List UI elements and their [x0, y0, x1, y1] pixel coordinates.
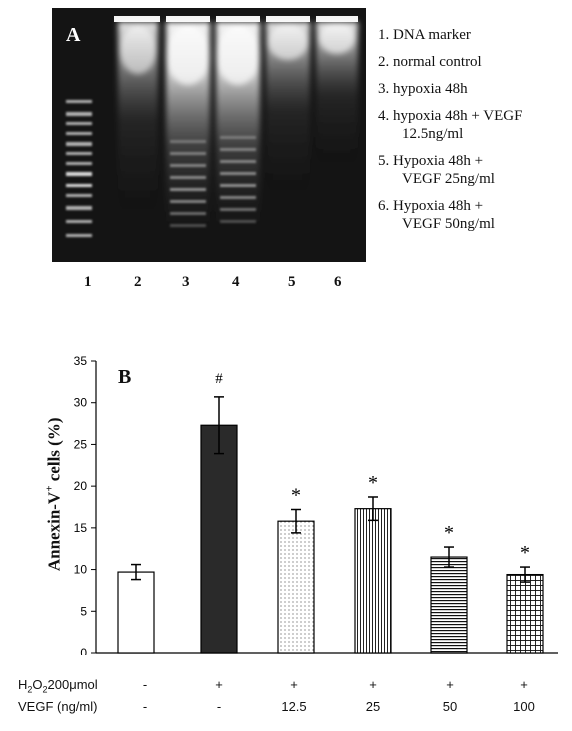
- significance-marker: *: [444, 522, 454, 544]
- legend-line: 3. hypoxia 48h: [378, 81, 468, 97]
- significance-marker: *: [368, 472, 378, 494]
- ladder-band: [220, 208, 256, 211]
- significance-marker: #: [215, 371, 223, 387]
- ladder-band: [170, 140, 206, 143]
- condition-value: -: [142, 699, 148, 714]
- marker-band: [66, 152, 92, 155]
- marker-band: [66, 172, 92, 176]
- gel-legend: 1. DNA marker 2. normal control 3. hypoxia…: [378, 26, 522, 242]
- bar-chart: 0 5 10 15 20 25 30 35 # * * * *: [74, 354, 558, 655]
- legend-line: 4. hypoxia 48h + VEGF: [378, 108, 523, 124]
- marker-band: [66, 112, 92, 116]
- lane-number: 4: [232, 274, 240, 290]
- y-tick-label: 10: [74, 563, 88, 577]
- condition-value: +: [520, 677, 528, 692]
- condition-value: -: [142, 677, 148, 692]
- bar: [430, 556, 468, 654]
- gel-image: [52, 8, 366, 262]
- legend-line: 12.5ng/ml: [402, 126, 464, 142]
- y-axis-label: Annexin-V+ cells (%): [43, 417, 64, 572]
- ladder-band: [220, 172, 256, 175]
- ladder-band: [170, 224, 206, 227]
- marker-band: [66, 184, 92, 187]
- marker-band: [66, 100, 92, 103]
- y-tick-label: 25: [74, 437, 88, 451]
- ladder-band: [170, 164, 206, 167]
- legend-line: VEGF 50ng/ml: [402, 216, 495, 232]
- lane-number: 2: [134, 274, 142, 290]
- ladder-band: [220, 220, 256, 223]
- bar: [506, 573, 544, 654]
- lane-number: 6: [334, 274, 342, 290]
- legend-item: 6. Hypoxia 48h + VEGF 50ng/ml: [378, 197, 522, 233]
- legend-item: 4. hypoxia 48h + VEGF 12.5ng/ml: [378, 107, 522, 143]
- condition-value: 25: [365, 699, 381, 714]
- ladder-band: [220, 160, 256, 163]
- bar: [200, 424, 238, 654]
- condition-value: +: [369, 677, 377, 692]
- y-tick-label: 5: [80, 604, 87, 618]
- condition-row-label: H2O2200μmol: [18, 677, 98, 695]
- marker-band: [66, 220, 92, 223]
- condition-value: +: [215, 677, 223, 692]
- condition-value: 12.5: [281, 699, 307, 714]
- ladder-band: [170, 200, 206, 203]
- legend-item: 1. DNA marker: [378, 26, 522, 44]
- panel-a-label: A: [66, 24, 81, 46]
- ladder-band: [170, 212, 206, 215]
- marker-band: [66, 122, 92, 125]
- bar: [277, 520, 315, 654]
- ladder-band: [220, 196, 256, 199]
- ladder-band: [170, 176, 206, 179]
- significance-marker: *: [520, 542, 530, 564]
- ladder-band: [220, 148, 256, 151]
- bar: [117, 571, 155, 654]
- condition-value: 100: [513, 699, 535, 714]
- marker-band: [66, 194, 92, 197]
- legend-line: VEGF 25ng/ml: [402, 171, 495, 187]
- marker-band: [66, 234, 92, 237]
- bar: [354, 508, 392, 654]
- y-tick-label: 20: [74, 479, 88, 493]
- y-tick-label: 0: [80, 646, 87, 655]
- legend-item: 3. hypoxia 48h: [378, 80, 522, 98]
- condition-value: 50: [442, 699, 458, 714]
- condition-value: -: [216, 699, 222, 714]
- legend-item: 5. Hypoxia 48h + VEGF 25ng/ml: [378, 152, 522, 188]
- y-tick-label: 30: [74, 396, 88, 410]
- marker-band: [66, 132, 92, 135]
- lane-number: 1: [84, 274, 92, 290]
- condition-value: +: [290, 677, 298, 692]
- marker-band: [66, 142, 92, 146]
- ladder-band: [220, 136, 256, 139]
- lane-number: 5: [288, 274, 296, 290]
- significance-marker: *: [291, 485, 301, 507]
- marker-band: [66, 206, 92, 210]
- lane-number: 3: [182, 274, 190, 290]
- marker-band: [66, 162, 92, 165]
- ladder-band: [220, 184, 256, 187]
- legend-item: 2. normal control: [378, 53, 522, 71]
- legend-line: 2. normal control: [378, 54, 482, 70]
- legend-line: 5. Hypoxia 48h +: [378, 153, 484, 169]
- condition-row-label: VEGF (ng/ml): [18, 699, 98, 714]
- legend-line: 6. Hypoxia 48h +: [378, 198, 484, 214]
- y-tick-label: 35: [74, 354, 88, 368]
- y-tick-label: 15: [74, 521, 88, 535]
- ladder-band: [170, 152, 206, 155]
- condition-value: +: [446, 677, 454, 692]
- ladder-band: [170, 188, 206, 191]
- legend-line: 1. DNA marker: [378, 27, 471, 43]
- panel-b-label: B: [118, 366, 132, 388]
